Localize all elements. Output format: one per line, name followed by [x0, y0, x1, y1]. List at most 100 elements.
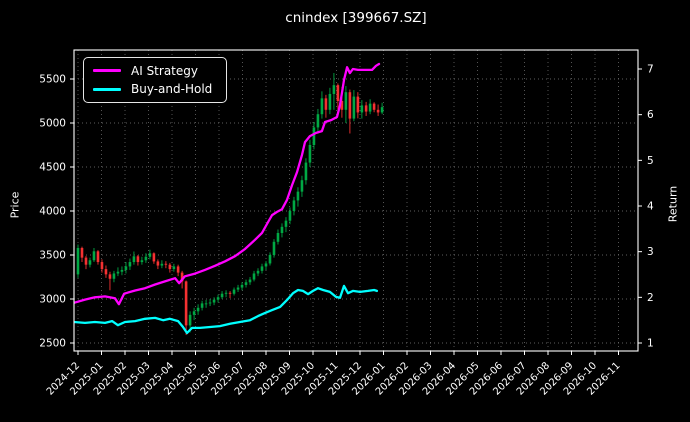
candle-body [120, 269, 124, 272]
ai-strategy-line-swatch [93, 69, 121, 73]
candle-body [336, 85, 340, 101]
price-tick-label: 2500 [39, 338, 66, 350]
candle-body [264, 263, 268, 267]
line-series [74, 62, 381, 335]
return-tick-label: 1 [647, 338, 654, 350]
legend-label-ai-strategy: AI Strategy [131, 63, 198, 78]
candle-body [304, 162, 308, 181]
candle-body [204, 303, 208, 305]
candle-body [216, 297, 220, 300]
candle-body [136, 256, 140, 263]
legend-label-buy-and-hold: Buy-and-Hold [131, 82, 213, 97]
candle-body [372, 103, 376, 110]
candle-body [308, 145, 312, 163]
buy-and-hold-line [74, 284, 379, 335]
candle-body [152, 253, 156, 262]
candle-body [236, 287, 240, 290]
candle-body [104, 269, 108, 275]
candle-body [352, 96, 356, 119]
candle-body [224, 292, 228, 294]
candle-body [256, 270, 260, 274]
candle-body [364, 105, 368, 112]
candle-body [240, 284, 244, 288]
candle-body [148, 253, 152, 257]
candle-body [208, 302, 212, 304]
candle-body [340, 101, 344, 110]
candle-body [144, 256, 148, 261]
candle-body [80, 247, 84, 258]
candle-body [140, 260, 144, 263]
chart-title: cnindex [399667.SZ] [285, 10, 427, 26]
candle-body [116, 271, 120, 274]
candle-body [248, 279, 252, 283]
candle-body [368, 103, 372, 112]
candle-body [76, 247, 80, 275]
candle-body [228, 292, 232, 294]
candle-body [312, 127, 316, 145]
candle-body [168, 264, 172, 270]
return-tick-label: 4 [647, 201, 654, 213]
price-tick-label: 5500 [39, 74, 66, 86]
candle-body [276, 233, 280, 242]
ai-strategy-line [74, 62, 381, 306]
legend: AI Strategy Buy-and-Hold [83, 57, 227, 103]
candle-body [124, 266, 128, 270]
candle-body [292, 200, 296, 211]
candle-body [100, 262, 104, 270]
candle-body [244, 282, 248, 285]
candle-body [232, 289, 236, 294]
candle-body [316, 114, 320, 128]
price-tick-label: 4000 [39, 206, 66, 218]
candle-body [260, 266, 264, 271]
candle-body [200, 303, 204, 308]
price-tick-label: 3000 [39, 294, 66, 306]
candle-body [296, 191, 300, 201]
candle-body [324, 98, 328, 110]
candle-body [128, 262, 132, 267]
price-tick-label: 3500 [39, 250, 66, 262]
candle-body [284, 220, 288, 227]
candle-body [288, 211, 292, 221]
plot-frame [73, 49, 639, 352]
candle-body [180, 272, 184, 282]
price-tick-label: 4500 [39, 162, 66, 174]
candle-body [280, 226, 284, 233]
return-tick-label: 6 [647, 109, 654, 121]
candle-body [360, 105, 364, 113]
return-tick-label: 7 [647, 64, 654, 76]
return-tick-label: 5 [647, 155, 654, 167]
candle-body [376, 109, 380, 113]
candle-body [320, 98, 324, 115]
candle-body [132, 256, 136, 263]
candle-body [328, 93, 332, 110]
candle-body [160, 263, 164, 266]
candle-body [84, 257, 88, 265]
candle-body [332, 85, 336, 94]
candle-body [188, 314, 192, 326]
candle-body [192, 311, 196, 315]
legend-item-buy-and-hold: Buy-and-Hold [93, 83, 226, 95]
legend-item-ai-strategy: AI Strategy [93, 65, 226, 77]
candle-body [172, 266, 176, 270]
candle-body [164, 263, 168, 265]
price-tick-label: 5000 [39, 118, 66, 130]
candle-body [272, 241, 276, 255]
return-tick-label: 2 [647, 292, 654, 304]
candle-body [356, 96, 360, 113]
candle-body [92, 251, 96, 261]
candle-body [212, 299, 216, 303]
candlestick-series [76, 73, 384, 336]
buy-and-hold-line-swatch [93, 87, 121, 91]
candle-body [96, 251, 100, 263]
candle-body [176, 266, 180, 273]
candle-body [268, 255, 272, 264]
candle-body [380, 107, 384, 113]
candle-body [348, 92, 352, 119]
candle-body [108, 274, 112, 279]
candle-body [112, 273, 116, 279]
candle-body [88, 260, 92, 265]
return-tick-label: 3 [647, 246, 654, 258]
candle-body [220, 293, 224, 298]
